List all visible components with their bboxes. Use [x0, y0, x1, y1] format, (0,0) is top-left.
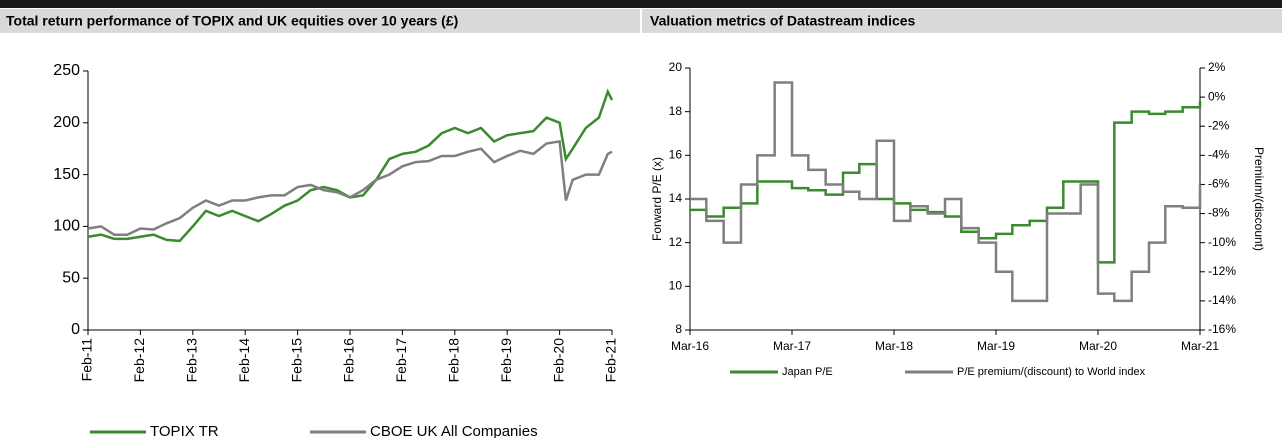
y2-tick-label: -12% — [1208, 264, 1236, 278]
y-tick-label: 14 — [669, 191, 683, 205]
x-tick-label: Feb-14 — [236, 338, 252, 383]
legend-label: Japan P/E — [782, 366, 833, 378]
y2-tick-label: -2% — [1208, 118, 1230, 132]
y-tick-label: 18 — [669, 104, 683, 118]
y2-tick-label: -6% — [1208, 177, 1230, 191]
x-tick-label: Feb-15 — [288, 338, 304, 383]
series-line — [690, 81, 1202, 303]
series-line — [87, 88, 614, 243]
x-tick-label: Mar-21 — [1181, 339, 1219, 353]
x-tick-label: Feb-18 — [446, 338, 462, 383]
y2-axis-label: Premium/(discount) — [1252, 147, 1266, 251]
y2-tick-label: -14% — [1208, 293, 1236, 307]
x-tick-label: Mar-16 — [671, 339, 709, 353]
y2-tick-label: -10% — [1208, 235, 1236, 249]
y-tick-label: 20 — [669, 60, 683, 74]
y2-tick-label: -8% — [1208, 206, 1230, 220]
y-tick-label: 150 — [53, 166, 80, 183]
series-line — [87, 140, 613, 236]
y2-tick-label: 0% — [1208, 89, 1226, 103]
x-tick-label: Feb-16 — [341, 338, 357, 383]
legend-label: P/E premium/(discount) to World index — [957, 366, 1146, 378]
x-tick-label: Mar-20 — [1079, 339, 1117, 353]
x-tick-label: Feb-21 — [603, 338, 619, 383]
y-axis-label: Forward P/E (x) — [650, 157, 664, 241]
header-bar — [0, 0, 1282, 8]
y-tick-label: 250 — [53, 62, 80, 79]
x-tick-label: Mar-17 — [773, 339, 811, 353]
x-tick-label: Feb-13 — [184, 338, 200, 383]
panel-header — [0, 9, 640, 33]
y2-tick-label: 2% — [1208, 60, 1226, 74]
y-tick-label: 8 — [675, 322, 682, 336]
y-tick-label: 200 — [53, 114, 80, 131]
y-tick-label: 100 — [53, 218, 80, 235]
x-tick-label: Mar-19 — [977, 339, 1015, 353]
y-tick-label: 50 — [62, 269, 80, 286]
chart-title: Valuation metrics of Datastream indices — [650, 13, 916, 29]
x-tick-label: Feb-12 — [131, 338, 147, 383]
y-tick-label: 10 — [669, 279, 683, 293]
y-tick-label: 0 — [71, 321, 80, 338]
y-tick-label: 12 — [669, 235, 683, 249]
y-tick-label: 16 — [669, 148, 683, 162]
x-tick-label: Mar-18 — [875, 339, 913, 353]
x-tick-label: Feb-17 — [393, 338, 409, 383]
chart-title: Total return performance of TOPIX and UK… — [6, 13, 458, 29]
series-line — [690, 100, 1202, 264]
y2-tick-label: -4% — [1208, 148, 1230, 162]
x-tick-label: Feb-20 — [550, 338, 566, 383]
legend-label: CBOE UK All Companies — [370, 423, 538, 438]
x-tick-label: Feb-11 — [79, 338, 95, 382]
legend-label: TOPIX TR — [150, 423, 219, 438]
panel-header — [642, 9, 1282, 33]
x-tick-label: Feb-19 — [498, 338, 514, 383]
y2-tick-label: -16% — [1208, 322, 1236, 336]
